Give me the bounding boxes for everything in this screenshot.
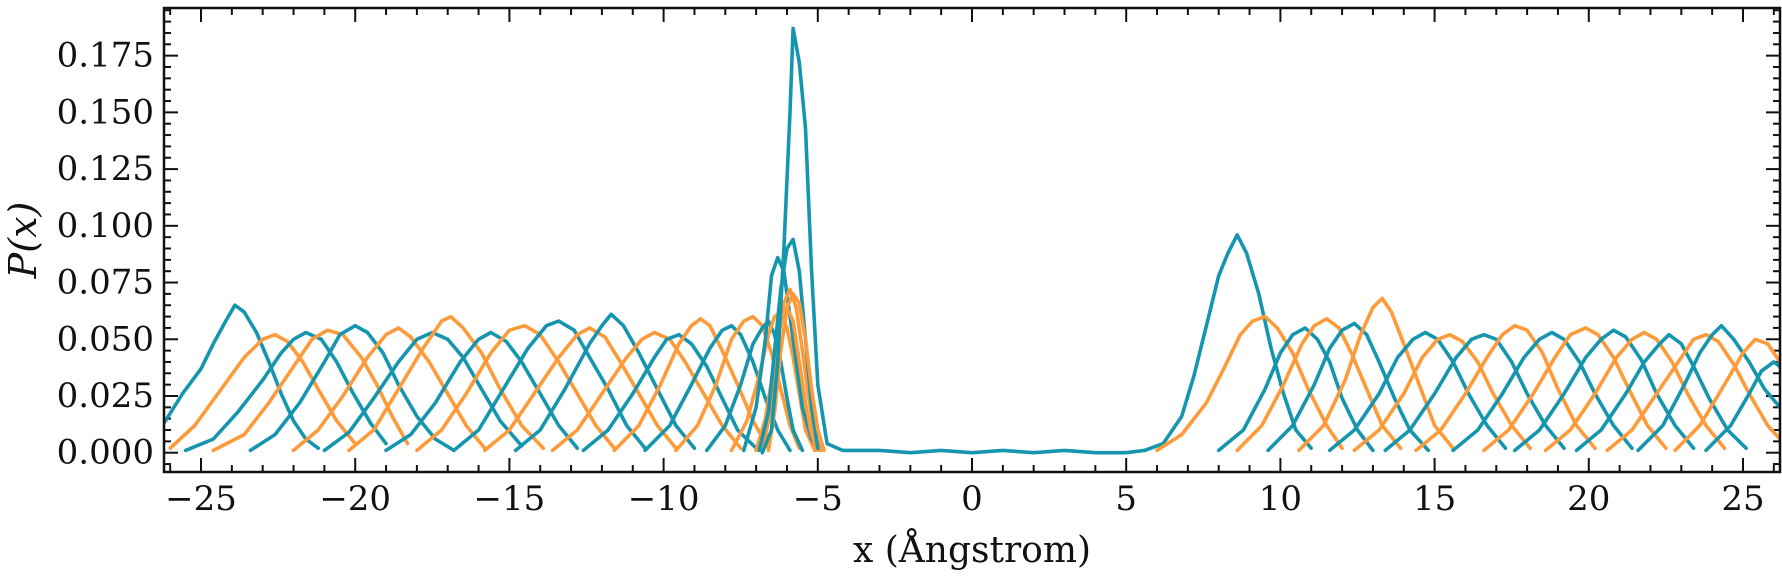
axis-ticks — [164, 8, 1780, 472]
y-tick-label: 0.175 — [57, 36, 154, 76]
x-tick-label: 25 — [1721, 479, 1764, 519]
series-line-15 — [612, 316, 771, 453]
x-tick-label: 20 — [1567, 479, 1610, 519]
x-axis-label: x (Ångstrom) — [853, 529, 1091, 571]
series-line-25 — [760, 26, 1147, 455]
tick-labels: −25 −20 −15 −10 −5 0 5 10 15 20 25 0.000 0.025 0.050 0… — [57, 36, 1765, 519]
series-line-33 — [1352, 332, 1532, 453]
series-group — [164, 26, 1780, 455]
series-line-0 — [164, 303, 321, 451]
y-tick-label: 0.150 — [57, 92, 154, 132]
series-line-37 — [1482, 326, 1668, 453]
series-line-3 — [211, 328, 410, 453]
series-line-17 — [674, 314, 802, 453]
series-line-44 — [1704, 360, 1780, 453]
series-line-42 — [1636, 323, 1780, 453]
series-line-36 — [1451, 330, 1634, 453]
series-line-30 — [1266, 321, 1431, 453]
x-tick-label: −25 — [165, 479, 237, 519]
y-tick-label: 0.050 — [57, 319, 154, 359]
x-tick-label: 15 — [1413, 479, 1456, 519]
x-tick-label: 5 — [1115, 479, 1137, 519]
series-line-39 — [1543, 330, 1727, 453]
y-tick-label: 0.100 — [57, 206, 154, 246]
series-line-28 — [1216, 326, 1375, 453]
series-line-2 — [183, 330, 388, 453]
y-tick-label: 0.000 — [57, 433, 154, 473]
x-tick-label: −10 — [628, 479, 700, 519]
series-line-8 — [384, 330, 580, 453]
series-line-41 — [1605, 332, 1780, 453]
y-tick-label: 0.075 — [57, 263, 154, 303]
series-line-35 — [1414, 323, 1597, 453]
series-line-10 — [452, 319, 647, 453]
series-line-31 — [1297, 296, 1455, 453]
series-line-12 — [513, 312, 697, 453]
series-line-11 — [482, 326, 678, 453]
series-line-32 — [1327, 330, 1508, 453]
series-line-7 — [347, 314, 546, 453]
y-tick-label: 0.125 — [57, 149, 154, 189]
y-tick-label: 0.025 — [57, 376, 154, 416]
x-tick-label: −15 — [474, 479, 546, 519]
plot-frame — [162, 6, 1782, 474]
series-line-40 — [1574, 332, 1748, 453]
series-line-13 — [550, 330, 743, 453]
series-line-14 — [581, 332, 758, 453]
series-line-38 — [1513, 328, 1696, 453]
series-line-1 — [168, 332, 358, 451]
series-line-5 — [291, 326, 487, 453]
series-line-27 — [1155, 314, 1344, 453]
series-line-43 — [1673, 337, 1780, 453]
series-line-34 — [1383, 332, 1566, 453]
x-tick-label: −5 — [793, 479, 843, 519]
x-tick-label: 0 — [961, 479, 983, 519]
series-line-9 — [415, 323, 617, 453]
y-axis-label: P(x) — [1, 202, 45, 280]
x-tick-label: −20 — [319, 479, 391, 519]
x-tick-label: 10 — [1259, 479, 1302, 519]
